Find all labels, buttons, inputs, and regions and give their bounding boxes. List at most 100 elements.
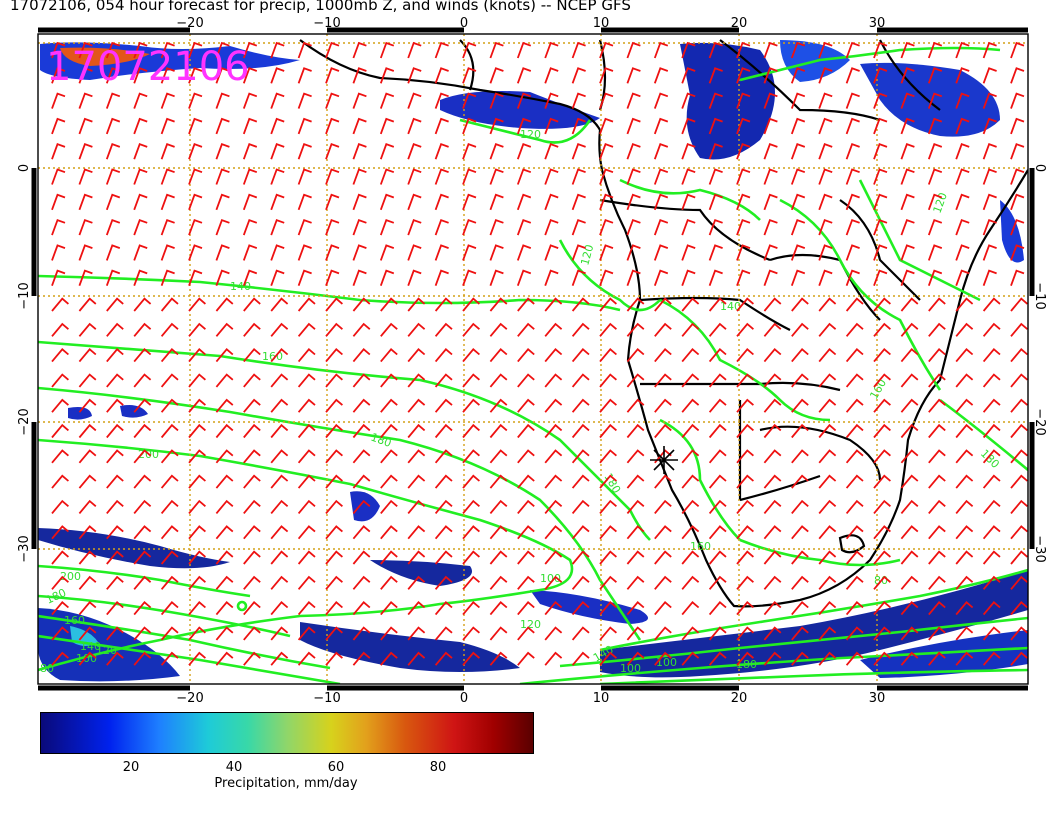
wind-barb xyxy=(845,67,860,84)
wind-barb xyxy=(352,269,367,287)
wind-barb xyxy=(407,143,422,160)
wind-barb xyxy=(489,550,508,565)
wind-barb xyxy=(379,244,395,261)
wind-barb xyxy=(51,67,66,84)
wind-barb xyxy=(51,423,69,439)
wind-barb xyxy=(407,67,422,84)
wind-barb xyxy=(818,423,837,439)
wind-barb xyxy=(845,218,860,236)
wind-barb xyxy=(544,449,563,464)
wind-barb xyxy=(434,449,453,464)
wind-barb xyxy=(242,41,258,59)
wind-barb xyxy=(763,525,782,540)
wind-barb xyxy=(708,550,727,565)
wind-barb xyxy=(955,168,970,185)
wind-barb xyxy=(78,269,93,287)
wind-barb xyxy=(708,92,723,109)
wind-barb xyxy=(242,117,258,135)
wind-barb xyxy=(133,423,152,439)
wind-barb xyxy=(407,575,426,590)
wind-barb xyxy=(434,626,453,641)
wind-barb xyxy=(790,218,806,236)
wind-barb xyxy=(626,398,645,413)
wind-barb xyxy=(325,373,343,388)
contour-label: 180 xyxy=(369,431,393,450)
lat-tick-right: −30 xyxy=(1032,535,1047,562)
wind-barb xyxy=(380,601,398,616)
wind-barb xyxy=(654,398,672,413)
wind-barb xyxy=(516,269,532,287)
wind-barb xyxy=(873,92,888,109)
wind-barb xyxy=(955,601,974,616)
wind-barb xyxy=(599,499,617,514)
contour-label: 160 xyxy=(64,614,85,627)
wind-barb xyxy=(763,575,782,590)
wind-barb xyxy=(462,297,480,312)
wind-barb xyxy=(407,651,426,666)
wind-barb xyxy=(188,651,206,666)
wind-barb xyxy=(708,244,723,261)
wind-barb xyxy=(78,525,97,540)
wind-barb xyxy=(1010,143,1025,160)
wind-barb xyxy=(873,193,888,211)
wind-barb xyxy=(571,92,586,109)
wind-barb xyxy=(791,348,809,363)
wind-barb xyxy=(462,193,477,211)
wind-barb xyxy=(270,193,285,211)
wind-barb xyxy=(544,244,559,261)
wind-barb xyxy=(653,244,669,261)
wind-barb xyxy=(133,269,148,287)
wind-barb xyxy=(818,398,837,413)
wind-barb xyxy=(380,423,398,439)
wind-barb xyxy=(845,550,864,565)
wind-barb xyxy=(270,499,289,514)
colorbar-tick: 20 xyxy=(122,760,140,775)
wind-barb xyxy=(873,322,891,337)
wind-barb xyxy=(955,550,974,565)
wind-barb xyxy=(352,550,371,565)
wind-barb xyxy=(215,651,234,666)
wind-barb xyxy=(78,92,93,109)
wind-barb xyxy=(626,525,645,540)
wind-barb xyxy=(626,143,641,160)
wind-barb xyxy=(516,168,532,185)
wind-barb xyxy=(736,92,751,109)
wind-barb xyxy=(955,244,970,261)
wind-barb xyxy=(681,297,700,312)
wind-barb xyxy=(900,601,919,616)
wind-barb xyxy=(270,626,289,641)
wind-barb xyxy=(188,575,206,590)
wind-barb xyxy=(352,168,367,185)
lat-tick-left: −20 xyxy=(17,408,32,435)
wind-barb xyxy=(325,193,340,211)
wind-barb xyxy=(379,218,395,236)
wind-barb xyxy=(380,373,398,388)
wind-barb xyxy=(845,322,864,337)
wind-barb xyxy=(434,499,453,514)
wind-barb xyxy=(160,373,179,388)
wind-barb xyxy=(654,601,672,616)
wind-barb xyxy=(489,373,508,388)
wind-barb xyxy=(900,474,919,489)
wind-barb xyxy=(380,322,398,337)
contour-label: 100 xyxy=(76,652,97,665)
wind-barb xyxy=(763,117,778,135)
wind-barb xyxy=(763,474,782,489)
wind-barb xyxy=(434,423,453,439)
wind-barb xyxy=(297,67,312,84)
wind-barb xyxy=(928,322,946,337)
wind-barb xyxy=(873,41,888,59)
wind-barb xyxy=(78,601,97,616)
wind-barb xyxy=(544,499,563,514)
wind-barb xyxy=(243,550,261,565)
wind-barb xyxy=(78,297,97,312)
wind-barb xyxy=(708,168,723,185)
wind-barb xyxy=(270,143,285,160)
wind-barb xyxy=(242,168,258,185)
wind-barb xyxy=(599,322,617,337)
wind-barb xyxy=(1010,269,1025,287)
wind-barb xyxy=(873,218,888,236)
wind-barb xyxy=(654,550,672,565)
wind-barb xyxy=(681,143,696,160)
wind-barb xyxy=(434,168,449,185)
